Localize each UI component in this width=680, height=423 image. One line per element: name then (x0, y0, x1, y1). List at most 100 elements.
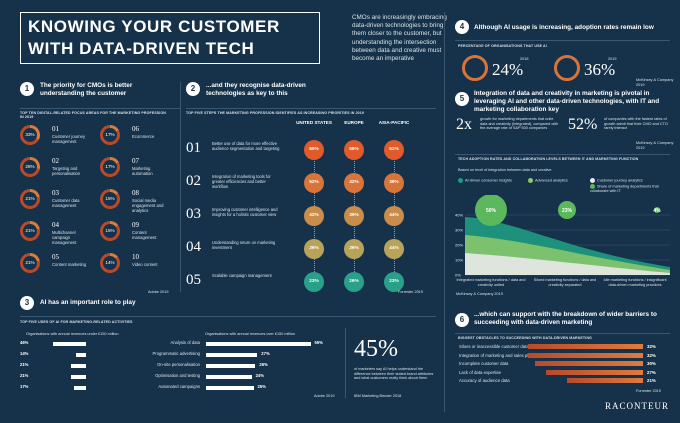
obstacle-label: Siloes or inaccessible customer data (459, 344, 529, 349)
divider-vertical (180, 82, 181, 292)
legend-analytics: Advanced analytics (528, 178, 568, 183)
obstacle-bar (567, 378, 643, 383)
stat-52-text: of companies with the fastest rates of g… (604, 117, 668, 131)
chart-subtitle: Based on level of integration between da… (458, 168, 552, 172)
ring-2019 (554, 55, 580, 81)
focus-rank: 08 (132, 189, 139, 197)
year-2019: 2019 (608, 57, 617, 61)
obstacle-value: 21% (647, 378, 656, 383)
divider (20, 108, 180, 109)
adoption-chart: 40% 30% 20% 10% 0% 50% 23% 4% (455, 195, 670, 278)
legend-collab: Share of marketing departments that coll… (590, 184, 659, 194)
raconteur-logo: RACONTEUR (605, 401, 670, 411)
priority-dot: 55% (344, 140, 364, 160)
step-rank: 05 (186, 272, 201, 288)
focus-donut: 17% (100, 157, 120, 177)
focus-rank: 01 (52, 125, 59, 133)
focus-donut: 33% (20, 125, 40, 145)
title-box: KNOWING YOUR CUSTOMER WITH DATA-DRIVEN T… (20, 12, 320, 64)
title-line-1: KNOWING YOUR CUSTOMER (28, 17, 280, 36)
focus-rank: 02 (52, 157, 59, 165)
focus-donut: 21% (20, 253, 40, 273)
ai-right-value: 25% (257, 384, 266, 389)
divider-vertical (444, 12, 445, 412)
section-6-number: 6 (455, 313, 469, 327)
ai-right-bar (206, 353, 258, 357)
focus-label: Customer data management (52, 198, 80, 208)
priority-dot: 39% (344, 206, 364, 226)
section-6-source: Forrester 2019 (636, 389, 661, 393)
ai-left-bar (73, 386, 86, 390)
focus-donut-value: 21% (23, 256, 37, 270)
ai-use-label: Optimisation and testing (155, 373, 200, 378)
ai-right-value: 26% (259, 362, 268, 367)
divider (455, 154, 670, 155)
focus-donut-value: 14% (103, 256, 117, 270)
section-2-caption: TOP FIVE STEPS THE MARKETING PROFESSION … (186, 111, 364, 115)
ai-big-stat: 45% (354, 336, 398, 362)
ai-2018-value: 24% (492, 60, 524, 79)
focus-donut: 21% (20, 221, 40, 241)
ai-use-label: Programmatic advertising (152, 351, 200, 356)
obstacle-label: Integration of marketing and sales platf… (459, 352, 543, 358)
ai-left-bar (70, 375, 86, 379)
focus-label: Multichannel campaign management (52, 230, 77, 245)
stat-2x: 2x (456, 116, 472, 133)
collab-value: 50% (486, 208, 497, 214)
collab-value: 4% (653, 208, 661, 214)
focus-label: Customer journey management (52, 134, 86, 144)
ai-left-head: Organisations with annual revenues under… (26, 332, 119, 336)
ai-left-bar (70, 364, 86, 368)
focus-label: Content management (132, 230, 157, 240)
focus-rank: 05 (52, 253, 59, 261)
step-rank: 04 (186, 239, 201, 255)
divider-vertical (345, 328, 346, 398)
step-rank: 03 (186, 206, 201, 222)
obstacle-bar (527, 352, 643, 358)
ai-use-label: Automated campaigns (158, 384, 200, 389)
step-rank: 01 (186, 140, 201, 156)
y-tick: 10% (455, 258, 463, 263)
focus-label: Targeting and personalisation (52, 166, 81, 176)
focus-donut: 14% (100, 253, 120, 273)
priority-dot: 65% (304, 140, 324, 160)
focus-donut-value: 17% (103, 160, 117, 174)
obstacles-chart: Siloes or inaccessible customer data 32% I… (455, 344, 670, 388)
priority-dot: 44% (384, 206, 404, 226)
step-label: Integration of marketing tools for great… (212, 174, 271, 189)
focus-areas-list: 33% 01 Customer journey management 28% 02 Tar… (20, 125, 180, 285)
section-3-source: Adobe 2019 (314, 394, 335, 398)
section-2-source: Forrester 2019 (398, 290, 423, 294)
ai-use-label: Analysis of data (170, 340, 200, 345)
section-1-title: The priority for CMOs is better understa… (40, 82, 133, 97)
y-tick: 0% (455, 273, 461, 278)
priority-dot: 44% (384, 239, 404, 259)
focus-donut: 15% (100, 189, 120, 209)
focus-donut-value: 28% (23, 160, 37, 174)
focus-label: Ecommerce (132, 134, 155, 139)
priority-dot: 36% (344, 239, 364, 259)
priority-dot: 23% (304, 272, 324, 292)
focus-rank: 09 (132, 221, 139, 229)
divider (455, 333, 670, 334)
ai-right-value: 55% (314, 340, 323, 345)
section-6-title: ...which can support with the breakdown … (474, 311, 657, 326)
section-4-caption: PERCENTAGE OF ORGANISATIONS THAT USE AI (458, 44, 547, 48)
region-header: ASIA-PACIFIC (378, 120, 410, 125)
focus-donut: 17% (100, 125, 120, 145)
priorities-chart: UNITED STATES EUROPE ASIA-PACIFIC 01 Better … (186, 118, 444, 293)
focus-rank: 06 (132, 125, 139, 133)
focus-donut-value: 17% (103, 128, 117, 142)
collab-value: 23% (562, 208, 573, 214)
collab-bubble (558, 201, 576, 219)
y-tick: 40% (455, 213, 463, 218)
priority-dot: 26% (344, 272, 364, 292)
year-2018: 2018 (520, 57, 529, 61)
y-tick: 30% (455, 228, 463, 233)
focus-donut: 21% (20, 189, 40, 209)
obstacle-bar (527, 344, 643, 349)
stat-2x-text: growth for marketing departments that un… (480, 117, 559, 131)
priority-dot: 23% (384, 272, 404, 292)
section-3-number: 3 (20, 296, 34, 310)
obstacle-bar (535, 361, 643, 366)
